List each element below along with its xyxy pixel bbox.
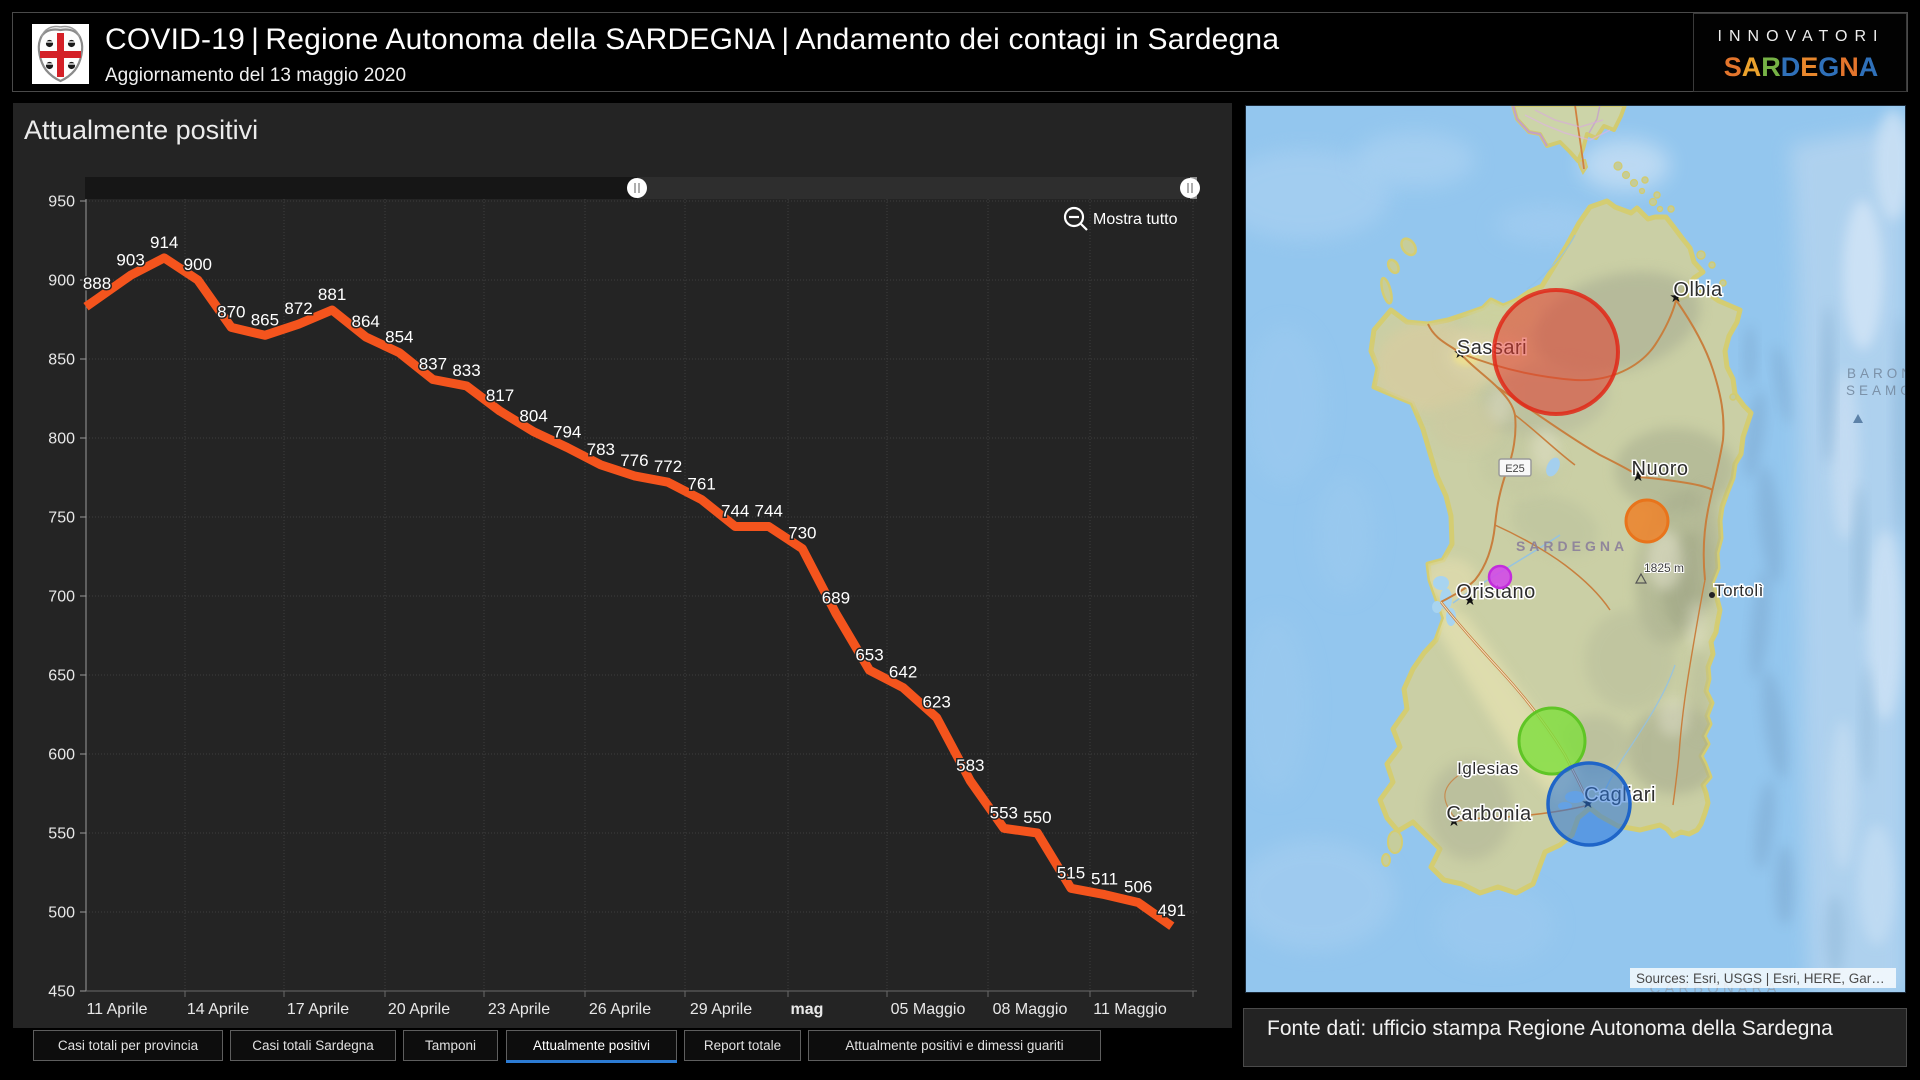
svg-text:★: ★ [1669,289,1682,306]
svg-text:730: 730 [788,524,816,543]
svg-text:★: ★ [1463,592,1476,609]
svg-text:837: 837 [419,355,447,374]
svg-text:761: 761 [687,475,715,494]
svg-text:Oristano: Oristano [1456,581,1536,603]
svg-text:11 Maggio: 11 Maggio [1093,1001,1167,1018]
svg-text:11 Aprile: 11 Aprile [86,1001,147,1018]
svg-text:1825 m: 1825 m [1644,561,1684,575]
svg-text:Sources: Esri, USGS | Esri, HE: Sources: Esri, USGS | Esri, HERE, Gar… [1636,971,1885,986]
svg-text:864: 864 [352,312,380,331]
svg-text:Carbonia: Carbonia [1446,803,1532,825]
svg-text:642: 642 [889,663,917,682]
svg-text:506: 506 [1124,878,1152,897]
svg-text:★: ★ [1453,345,1466,362]
svg-text:17 Aprile: 17 Aprile [287,1001,349,1018]
svg-text:900: 900 [184,255,212,274]
svg-text:450: 450 [48,984,75,1001]
svg-text:850: 850 [48,352,75,369]
svg-text:E25: E25 [1505,463,1525,475]
svg-text:SARDEGNA: SARDEGNA [1516,538,1628,554]
svg-text:903: 903 [116,250,144,269]
svg-text:865: 865 [251,310,279,329]
svg-text:600: 600 [48,747,75,764]
svg-text:511: 511 [1091,870,1118,889]
svg-text:700: 700 [48,589,75,606]
svg-text:mag: mag [791,1001,824,1018]
svg-text:800: 800 [48,431,75,448]
svg-text:650: 650 [48,668,75,685]
svg-text:653: 653 [855,645,883,664]
svg-text:872: 872 [284,299,312,318]
svg-text:870: 870 [217,302,245,321]
svg-text:★: ★ [1447,813,1460,830]
svg-text:914: 914 [150,233,178,252]
svg-text:Iglesias: Iglesias [1457,759,1519,778]
svg-text:794: 794 [553,423,581,442]
svg-text:26 Aprile: 26 Aprile [589,1001,651,1018]
svg-text:783: 783 [587,440,615,459]
svg-text:550: 550 [1023,808,1051,827]
svg-text:Nuoro: Nuoro [1632,458,1689,480]
svg-text:744: 744 [721,502,749,521]
svg-text:881: 881 [318,285,346,304]
svg-text:14 Aprile: 14 Aprile [187,1001,249,1018]
svg-text:20 Aprile: 20 Aprile [388,1001,450,1018]
svg-text:553: 553 [990,803,1018,822]
svg-text:772: 772 [654,457,682,476]
svg-text:550: 550 [48,826,75,843]
svg-text:BARON: BARON [1847,366,1906,381]
svg-text:23 Aprile: 23 Aprile [488,1001,550,1018]
svg-text:833: 833 [452,361,480,380]
svg-text:750: 750 [48,510,75,527]
svg-text:491: 491 [1158,901,1186,920]
svg-text:08 Maggio: 08 Maggio [993,1001,1068,1018]
svg-text:854: 854 [385,328,413,347]
svg-text:29 Aprile: 29 Aprile [690,1001,752,1018]
svg-text:900: 900 [48,273,75,290]
svg-text:Mostra tutto: Mostra tutto [1093,211,1178,228]
svg-text:500: 500 [48,905,75,922]
svg-text:Olbia: Olbia [1673,279,1723,301]
svg-text:623: 623 [923,693,951,712]
svg-text:★: ★ [1631,468,1644,485]
svg-text:888: 888 [83,274,111,293]
svg-text:583: 583 [956,756,984,775]
svg-text:950: 950 [48,194,75,211]
svg-text:817: 817 [486,386,514,405]
svg-text:SEAMO: SEAMO [1846,383,1906,398]
svg-text:05 Maggio: 05 Maggio [891,1001,966,1018]
svg-text:515: 515 [1057,863,1085,882]
svg-text:744: 744 [755,502,783,521]
svg-text:776: 776 [620,451,648,470]
svg-text:Tortolì: Tortolì [1714,581,1764,600]
svg-text:689: 689 [822,588,850,607]
svg-text:804: 804 [519,407,547,426]
